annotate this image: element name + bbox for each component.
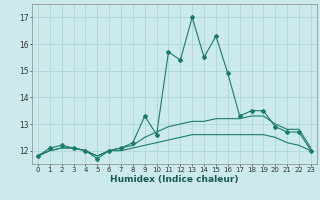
X-axis label: Humidex (Indice chaleur): Humidex (Indice chaleur) <box>110 175 239 184</box>
